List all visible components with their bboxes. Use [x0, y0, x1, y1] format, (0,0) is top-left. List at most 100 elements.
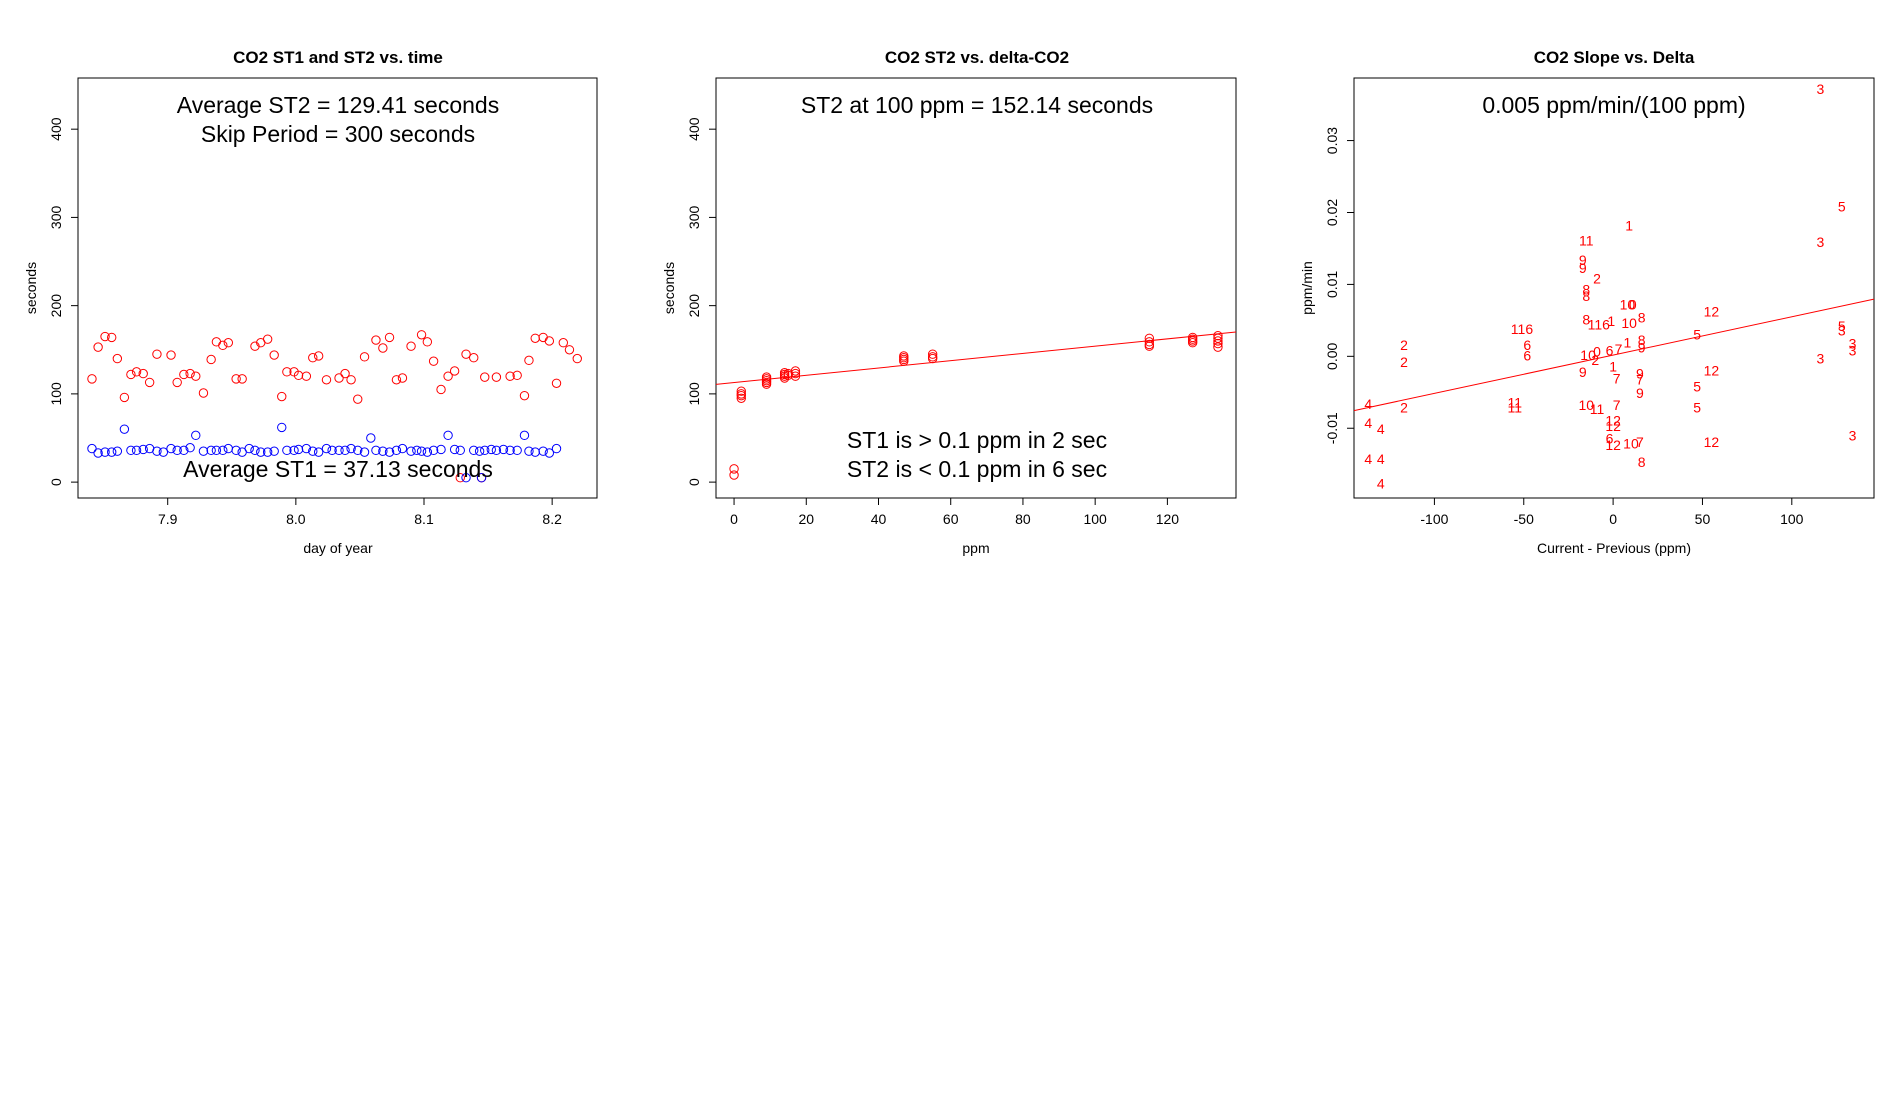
point-label: 9 [1579, 252, 1587, 268]
data-point-st1 [346, 443, 356, 454]
point-label: 11 [1579, 233, 1594, 249]
point-label: 3 [1849, 335, 1857, 351]
data-point-st2 [899, 351, 909, 361]
panel-st1-st2-vs-time: CO2 ST1 and ST2 vs. time 7.9 8.0 8.1 8.2 0 1… [23, 48, 598, 556]
data-point-st2 [491, 372, 502, 382]
data-point-st2 [112, 353, 123, 364]
data-point-st2 [736, 389, 746, 399]
data-point-st2 [87, 374, 97, 384]
y-tick-label: -0.01 [1324, 412, 1340, 444]
x-tick-label: 7.9 [158, 511, 178, 527]
point-label: 3 [1816, 81, 1824, 97]
data-point-st1 [397, 443, 408, 454]
point-label: 2 [1591, 352, 1599, 368]
point-label: 7 [1636, 434, 1644, 450]
data-point-st2 [1213, 330, 1223, 341]
x-tick-label: 8.2 [542, 511, 562, 527]
data-point-st1 [126, 445, 136, 456]
data-point-st2 [100, 331, 110, 342]
data-point-st2 [422, 337, 433, 347]
point-label: 5 [1693, 327, 1701, 343]
data-point-st2 [353, 394, 363, 404]
annotation-st1-threshold: ST1 is > 0.1 ppm in 2 sec [847, 427, 1107, 453]
data-point-st1 [87, 443, 97, 454]
data-point-st2 [443, 371, 453, 381]
data-point-st1 [544, 448, 555, 458]
y-axis-label: ppm/min [1299, 261, 1315, 315]
data-point-st2 [436, 384, 446, 395]
data-point-st1 [366, 433, 376, 443]
x-tick-label: 0 [730, 511, 738, 527]
y-tick-label: 0 [48, 478, 64, 486]
point-label: 5 [1838, 318, 1846, 334]
point-label: 7 [1636, 371, 1644, 387]
chart-title: CO2 ST2 vs. delta-CO2 [885, 48, 1069, 67]
data-point-st2 [519, 390, 530, 401]
x-axis-label: day of year [303, 540, 373, 556]
point-label: 3 [1849, 343, 1857, 359]
data-point-st2 [308, 353, 318, 363]
point-label: 10 [1580, 347, 1596, 363]
data-point-st1 [498, 444, 509, 455]
point-label: 10 [1620, 297, 1636, 313]
point-label: 11 [1508, 399, 1523, 415]
data-point-st1 [293, 444, 304, 455]
data-point-st1 [152, 446, 162, 456]
data-point-st2 [927, 352, 938, 362]
data-point-st2 [530, 333, 540, 343]
x-tick-label: -50 [1514, 511, 1534, 527]
y-tick-label: 100 [686, 382, 702, 406]
data-point-st2 [218, 340, 228, 351]
point-label: 3 [1816, 350, 1824, 366]
x-axis-label: ppm [962, 540, 989, 556]
data-point-st2 [223, 338, 234, 348]
y-tick-label: 200 [48, 294, 64, 318]
data-point-st2 [1144, 339, 1155, 350]
data-point-st2 [191, 371, 201, 381]
y-axis-label: seconds [23, 262, 39, 314]
data-point-st2 [340, 368, 350, 379]
data-point-st2 [378, 343, 388, 353]
point-label: 4 [1377, 451, 1385, 467]
x-tick-label: 8.1 [414, 511, 434, 527]
data-point-st1 [474, 446, 485, 456]
data-point-st1 [244, 443, 254, 454]
data-point-st1 [179, 445, 189, 456]
data-point-st2 [544, 336, 555, 346]
data-point-st2 [538, 332, 548, 343]
point-label: 1 [1607, 313, 1615, 329]
point-label: 9 [1579, 260, 1587, 276]
panel-st2-vs-delta: CO2 ST2 vs. delta-CO2 0 20 40 60 80 100 120 0 1… [661, 48, 1237, 556]
data-point-st1 [308, 446, 318, 456]
data-point-st1 [158, 447, 169, 457]
data-point-st2 [572, 353, 582, 364]
data-point-st2 [384, 332, 395, 343]
data-point-st2 [428, 356, 439, 366]
data-point-st2 [144, 377, 155, 388]
point-label: 4 [1377, 421, 1385, 437]
data-point-st1 [371, 445, 381, 456]
annotation-average-st1: Average ST1 = 37.13 seconds [183, 456, 493, 482]
data-point-st2 [107, 332, 117, 343]
data-point-st1 [416, 446, 427, 456]
data-point-st1 [211, 445, 222, 456]
data-point-st2 [131, 367, 142, 377]
point-label: 2 [1400, 399, 1408, 415]
data-point-st1 [334, 445, 344, 456]
x-tick-label: 20 [798, 511, 814, 527]
data-point-st1 [321, 443, 332, 454]
point-label: 7 [1613, 397, 1621, 413]
data-point-st1 [206, 445, 216, 456]
data-point-st2 [761, 372, 772, 382]
annotation-skip-period: Skip Period = 300 seconds [201, 121, 475, 147]
data-point-st1 [327, 445, 337, 456]
data-point-st1 [524, 446, 534, 456]
point-label: 0 [1629, 297, 1637, 313]
point-label: 8 [1582, 288, 1590, 304]
point-label: 6 [1606, 343, 1614, 359]
data-point-st2 [551, 378, 562, 388]
point-label: 10 [1621, 315, 1637, 331]
data-point-st2 [301, 371, 312, 381]
point-label: 12 [1605, 418, 1621, 434]
